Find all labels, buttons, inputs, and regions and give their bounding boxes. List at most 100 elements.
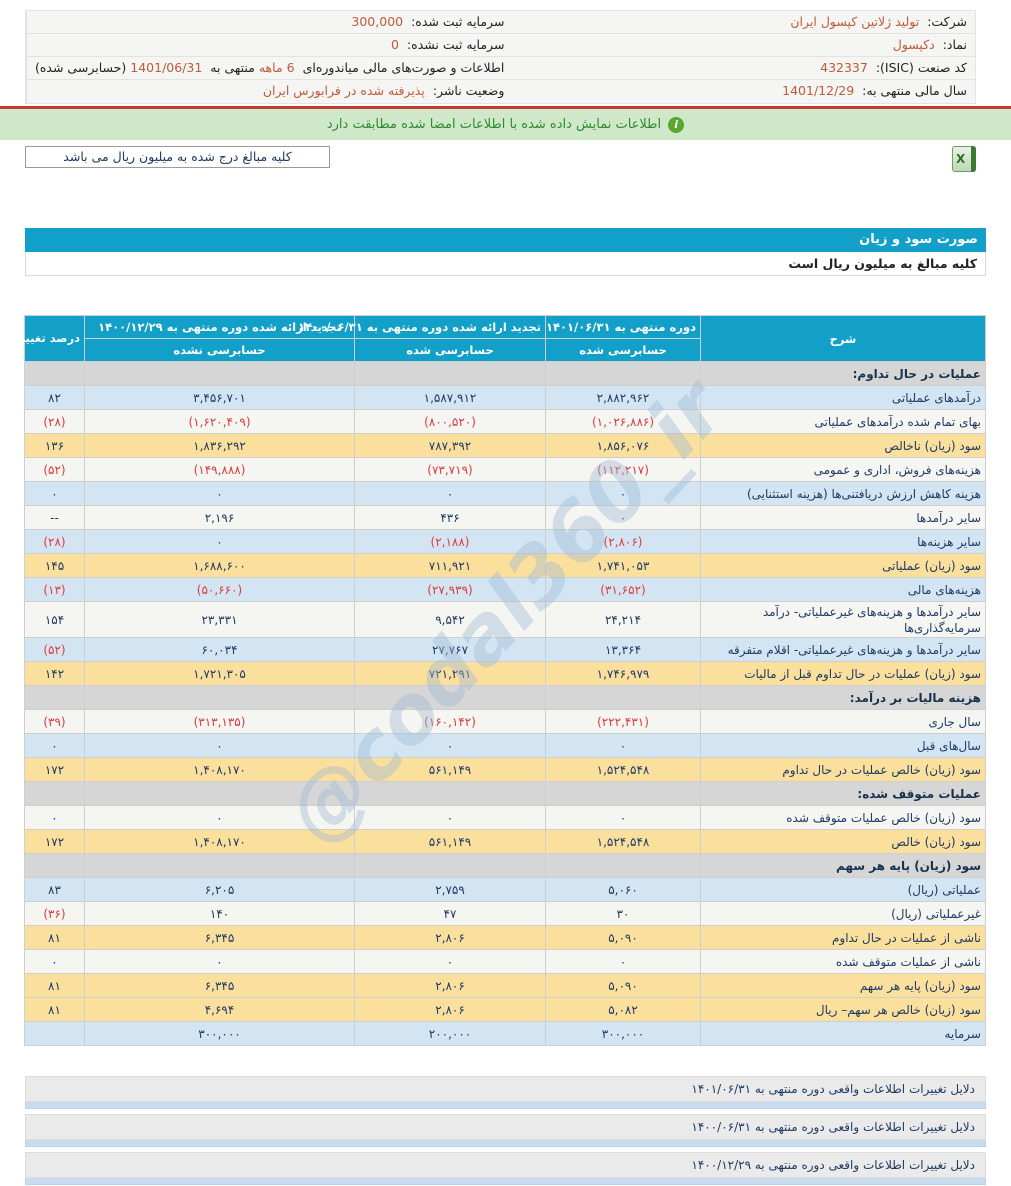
row-value-v2: ۲۷,۷۶۷ — [354, 637, 546, 662]
row-label: بهای تمام شده درآمدهای عملیاتی — [700, 409, 986, 434]
table-row: سود (زیان) ناخالص ۱,۸۵۶,۰۷۶ ۷۸۷,۳۹۲ ۱,۸۳۶,۲… — [24, 433, 986, 458]
change-reasons-link-1401-06-31[interactable]: دلایل تغییرات اطلاعات واقعی دوره منتهی ب… — [25, 1076, 986, 1102]
row-value-v1: ۱,۷۴۶,۹۷۹ — [545, 661, 701, 686]
isic-value: 432337 — [820, 60, 868, 75]
row-label: هزینه کاهش ارزش دریافتنی‌ها (هزینه استثن… — [700, 481, 986, 506]
row-value-v1: ۰ — [545, 505, 701, 530]
row-value-v2: ۵۶۱,۱۴۹ — [354, 757, 546, 782]
row-value-v2: ۰ — [354, 733, 546, 758]
row-value-pct: (۵۲) — [24, 457, 85, 482]
row-label: سایر هزینه‌ها — [700, 529, 986, 554]
table-row: سایر درآمدها و هزینه‌های غیرعملیاتی- اقل… — [24, 637, 986, 662]
row-value-v3: ۱۴۰ — [84, 901, 355, 926]
table-row: بهای تمام شده درآمدهای عملیاتی (۱,۰۲۶,۸۸۶… — [24, 409, 986, 434]
row-label: عملیات متوقف شده: — [700, 781, 986, 806]
row-value-pct: ۱۴۲ — [24, 661, 85, 686]
table-row: سود (زیان) پایه هر سهم ۵,۰۹۰ ۲,۸۰۶ ۶,۳۴۵ ۸۱ — [24, 973, 986, 998]
change-reasons-link-1400-12-29[interactable]: دلایل تغییرات اطلاعات واقعی دوره منتهی ب… — [25, 1152, 986, 1178]
row-label: سود (زیان) ناخالص — [700, 433, 986, 458]
row-value-v1 — [545, 781, 701, 806]
report-period: 6 ماهه — [258, 60, 295, 75]
col-header-period-year: تجدید ارائه شده دوره منتهی به ۱۴۰۰/۱۲/۲۹ — [84, 315, 355, 339]
unit-note-box: کلیه مبالغ درج شده به میلیون ریال می باش… — [25, 146, 330, 168]
row-value-v1: ۳۰۰,۰۰۰ — [545, 1021, 701, 1046]
row-value-v2: (۲,۱۸۸) — [354, 529, 546, 554]
row-value-v1: ۰ — [545, 733, 701, 758]
row-value-v1: (۲۲۲,۴۳۱) — [545, 709, 701, 734]
row-value-v2: ۲,۸۰۶ — [354, 973, 546, 998]
row-value-pct: ۰ — [24, 481, 85, 506]
symbol-row: نماد: دکپسول — [512, 34, 975, 57]
symbol-label: نماد: — [942, 37, 967, 52]
row-value-pct — [24, 781, 85, 806]
row-value-pct: ۱۳۶ — [24, 433, 85, 458]
unregistered-capital-label: سرمایه ثبت نشده: — [406, 37, 505, 52]
row-label: سال جاری — [700, 709, 986, 734]
fiscal-year-value: 1401/12/29 — [782, 83, 855, 98]
row-value-pct: ۸۲ — [24, 385, 85, 410]
row-value-v2: ۰ — [354, 481, 546, 506]
row-value-v1: ۵,۰۸۲ — [545, 997, 701, 1022]
row-value-pct: -- — [24, 505, 85, 530]
row-value-pct — [24, 853, 85, 878]
row-value-v3: ۰ — [84, 481, 355, 506]
row-label: ناشی از عملیات در حال تداوم — [700, 925, 986, 950]
row-value-v2: (۷۳,۷۱۹) — [354, 457, 546, 482]
row-label: سود (زیان) خالص هر سهم– ریال — [700, 997, 986, 1022]
row-value-v1: (۱,۰۲۶,۸۸۶) — [545, 409, 701, 434]
row-value-v2: (۱۶۰,۱۴۲) — [354, 709, 546, 734]
row-value-v2: ۷۸۷,۳۹۲ — [354, 433, 546, 458]
row-value-v3: ۱,۶۸۸,۶۰۰ — [84, 553, 355, 578]
publisher-status-value: پذیرفته شده در فرابورس ایران — [262, 83, 425, 98]
row-value-pct — [24, 685, 85, 710]
row-value-v1: ۱,۷۴۱,۰۵۳ — [545, 553, 701, 578]
row-value-v2 — [354, 685, 546, 710]
section-row: عملیات متوقف شده: — [24, 781, 986, 806]
table-row: هزینه کاهش ارزش دریافتنی‌ها (هزینه استثن… — [24, 481, 986, 506]
company-value: تولید ژلاتین کپسول ایران — [790, 14, 920, 29]
table-row: سود (زیان) خالص ۱,۵۲۴,۵۴۸ ۵۶۱,۱۴۹ ۱,۴۰۸,۱۷۰… — [24, 829, 986, 854]
row-value-v2 — [354, 361, 546, 386]
section-row: عملیات در حال تداوم: — [24, 361, 986, 386]
row-value-v3: ۰ — [84, 949, 355, 974]
row-value-pct: (۳۹) — [24, 709, 85, 734]
row-value-v3 — [84, 781, 355, 806]
row-label: سال‌های قبل — [700, 733, 986, 758]
col-subheader-year-unaudited: حسابرسی نشده — [84, 338, 355, 362]
row-value-v1 — [545, 853, 701, 878]
excel-export-icon[interactable] — [952, 146, 976, 172]
row-value-pct: ۰ — [24, 949, 85, 974]
row-label: سود (زیان) عملیاتی — [700, 553, 986, 578]
section-row: هزینه مالیات بر درآمد: — [24, 685, 986, 710]
row-value-v3: ۳۰۰,۰۰۰ — [84, 1021, 355, 1046]
row-value-v2: ۲,۷۵۹ — [354, 877, 546, 902]
publisher-status-label: وضعیت ناشر: — [432, 83, 505, 98]
row-value-pct: (۳۶) — [24, 901, 85, 926]
table-row: عملیاتی (ریال) ۵,۰۶۰ ۲,۷۵۹ ۶,۲۰۵ ۸۳ — [24, 877, 986, 902]
row-value-v3: ۲۳,۳۳۱ — [84, 601, 355, 638]
row-label: هزینه‌های مالی — [700, 577, 986, 602]
change-reasons-link-1400-06-31[interactable]: دلایل تغییرات اطلاعات واقعی دوره منتهی ب… — [25, 1114, 986, 1140]
registered-capital-value: 300,000 — [351, 14, 404, 29]
row-value-v3: (۱۴۹,۸۸۸) — [84, 457, 355, 482]
table-row: ناشی از عملیات در حال تداوم ۵,۰۹۰ ۲,۸۰۶ ۶,۳… — [24, 925, 986, 950]
row-value-v1: ۱,۵۲۴,۵۴۸ — [545, 757, 701, 782]
red-separator-line — [0, 106, 1011, 109]
isic-label: کد صنعت (ISIC): — [875, 60, 967, 75]
statement-subtitle: کلیه مبالغ به میلیون ریال است — [25, 252, 986, 276]
table-row: درآمدهای عملیاتی ۲,۸۸۲,۹۶۲ ۱,۵۸۷,۹۱۲ ۳,۴۵۶,… — [24, 385, 986, 410]
registered-capital-row: سرمایه ثبت شده: 300,000 — [27, 11, 513, 34]
row-label: غیرعملیاتی (ریال) — [700, 901, 986, 926]
row-value-pct: ۸۱ — [24, 973, 85, 998]
row-value-v3: ۶۰,۰۳۴ — [84, 637, 355, 662]
table-row: سرمایه ۳۰۰,۰۰۰ ۲۰۰,۰۰۰ ۳۰۰,۰۰۰ — [24, 1021, 986, 1046]
table-row: سال جاری (۲۲۲,۴۳۱) (۱۶۰,۱۴۲) (۳۱۳,۱۳۵) (۳۹) — [24, 709, 986, 734]
table-row: سود (زیان) خالص عملیات متوقف شده ۰ ۰ ۰ ۰ — [24, 805, 986, 830]
row-value-v3: ۶,۳۴۵ — [84, 973, 355, 998]
row-value-pct: (۲۸) — [24, 409, 85, 434]
row-value-v2: ۲,۸۰۶ — [354, 997, 546, 1022]
row-value-v1 — [545, 685, 701, 710]
row-value-v1: ۵,۰۶۰ — [545, 877, 701, 902]
row-value-pct: ۰ — [24, 805, 85, 830]
row-value-v1: ۱,۵۲۴,۵۴۸ — [545, 829, 701, 854]
